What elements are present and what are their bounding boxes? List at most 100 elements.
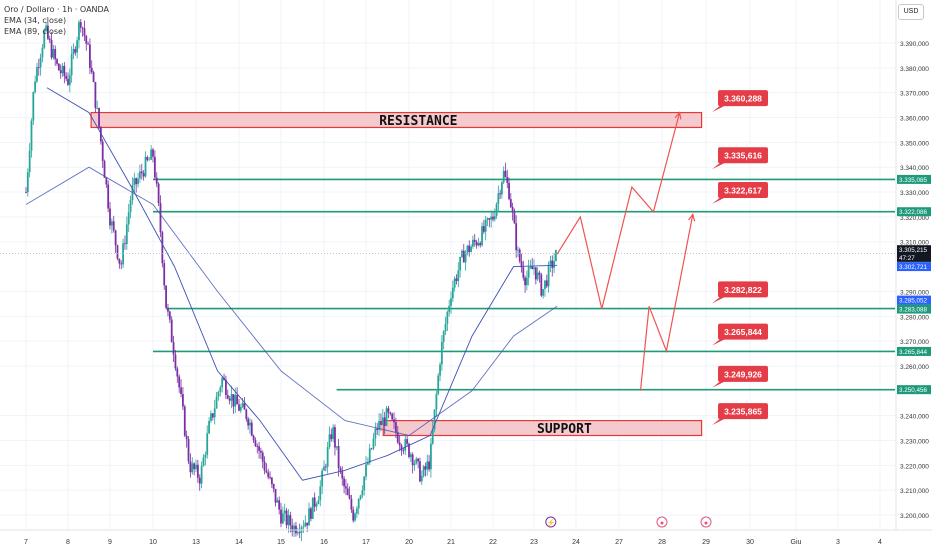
candle[interactable]: [448, 305, 451, 312]
candle[interactable]: [276, 500, 279, 503]
event-marker-icon[interactable]: [700, 516, 712, 528]
candle[interactable]: [281, 513, 284, 524]
candle[interactable]: [324, 466, 327, 468]
candle[interactable]: [551, 260, 554, 268]
candle[interactable]: [206, 433, 209, 455]
candle[interactable]: [254, 440, 257, 447]
target-label-box[interactable]: [718, 281, 768, 298]
candle[interactable]: [63, 65, 66, 77]
candle[interactable]: [285, 510, 288, 526]
candle[interactable]: [107, 184, 110, 209]
candle[interactable]: [326, 446, 329, 467]
candle[interactable]: [508, 182, 510, 200]
candle[interactable]: [442, 331, 445, 342]
price-axis-tag[interactable]: [897, 304, 931, 314]
candle[interactable]: [185, 435, 188, 440]
candle[interactable]: [211, 413, 214, 418]
candle[interactable]: [263, 461, 266, 471]
candle[interactable]: [25, 192, 27, 193]
candle[interactable]: [144, 157, 147, 177]
candle[interactable]: [101, 141, 104, 162]
candle[interactable]: [81, 27, 84, 29]
candle[interactable]: [83, 28, 86, 36]
candle[interactable]: [210, 413, 212, 422]
candle[interactable]: [417, 458, 420, 462]
candle[interactable]: [538, 272, 541, 275]
candle[interactable]: [328, 434, 331, 447]
candle[interactable]: [221, 377, 224, 388]
candle[interactable]: [289, 515, 292, 526]
candle[interactable]: [230, 394, 233, 401]
candle[interactable]: [189, 461, 192, 473]
target-label-box[interactable]: [718, 182, 768, 199]
candle[interactable]: [513, 212, 516, 224]
price-axis-tag[interactable]: [897, 252, 931, 262]
candle[interactable]: [187, 439, 190, 462]
candle[interactable]: [341, 471, 344, 479]
candle[interactable]: [198, 477, 201, 484]
candle[interactable]: [492, 216, 494, 220]
candle[interactable]: [440, 341, 443, 365]
candle[interactable]: [350, 498, 353, 510]
candle[interactable]: [385, 408, 388, 426]
candle[interactable]: [420, 475, 423, 482]
candle[interactable]: [39, 57, 42, 68]
candle[interactable]: [70, 54, 73, 76]
candle[interactable]: [525, 277, 528, 286]
candle[interactable]: [120, 263, 123, 265]
candle[interactable]: [98, 107, 100, 127]
candle[interactable]: [168, 311, 171, 320]
candle[interactable]: [139, 171, 141, 179]
candle[interactable]: [165, 285, 167, 308]
candle[interactable]: [78, 22, 80, 41]
candle[interactable]: [45, 25, 47, 31]
candle[interactable]: [520, 261, 523, 268]
candle[interactable]: [415, 458, 418, 464]
candle[interactable]: [439, 364, 441, 376]
candle[interactable]: [302, 526, 305, 528]
candle[interactable]: [291, 525, 294, 532]
candle[interactable]: [213, 408, 216, 418]
candle[interactable]: [137, 178, 139, 185]
candle[interactable]: [468, 245, 471, 252]
price-axis-tag[interactable]: [897, 207, 931, 217]
candle[interactable]: [163, 263, 166, 286]
candle[interactable]: [524, 277, 526, 286]
candle[interactable]: [479, 243, 482, 246]
candle[interactable]: [228, 398, 231, 401]
candle[interactable]: [247, 418, 250, 426]
candle[interactable]: [518, 249, 521, 262]
candle[interactable]: [153, 156, 156, 178]
candle[interactable]: [533, 267, 535, 270]
target-label-box[interactable]: [718, 147, 768, 164]
candle[interactable]: [133, 178, 136, 186]
candle[interactable]: [238, 404, 240, 411]
candle[interactable]: [249, 422, 251, 426]
candle[interactable]: [365, 464, 367, 477]
candle[interactable]: [90, 67, 93, 73]
candle[interactable]: [74, 48, 77, 53]
candle[interactable]: [191, 463, 194, 473]
candle[interactable]: [52, 49, 55, 58]
candle[interactable]: [501, 182, 503, 195]
candle[interactable]: [366, 462, 369, 465]
candle[interactable]: [481, 226, 483, 246]
candle[interactable]: [370, 448, 373, 450]
candle[interactable]: [455, 278, 458, 281]
candle[interactable]: [383, 417, 386, 426]
candle[interactable]: [411, 454, 414, 466]
candle[interactable]: [547, 264, 550, 287]
candle[interactable]: [217, 391, 220, 397]
candle[interactable]: [404, 439, 407, 451]
candle[interactable]: [555, 249, 557, 262]
candle[interactable]: [50, 40, 53, 58]
candle[interactable]: [287, 515, 290, 526]
candle[interactable]: [359, 495, 362, 499]
candle[interactable]: [167, 307, 169, 312]
candle[interactable]: [196, 464, 199, 478]
candle[interactable]: [444, 323, 447, 332]
currency-button[interactable]: USD: [898, 4, 924, 20]
target-label-box[interactable]: [718, 365, 768, 382]
candle[interactable]: [243, 403, 246, 410]
